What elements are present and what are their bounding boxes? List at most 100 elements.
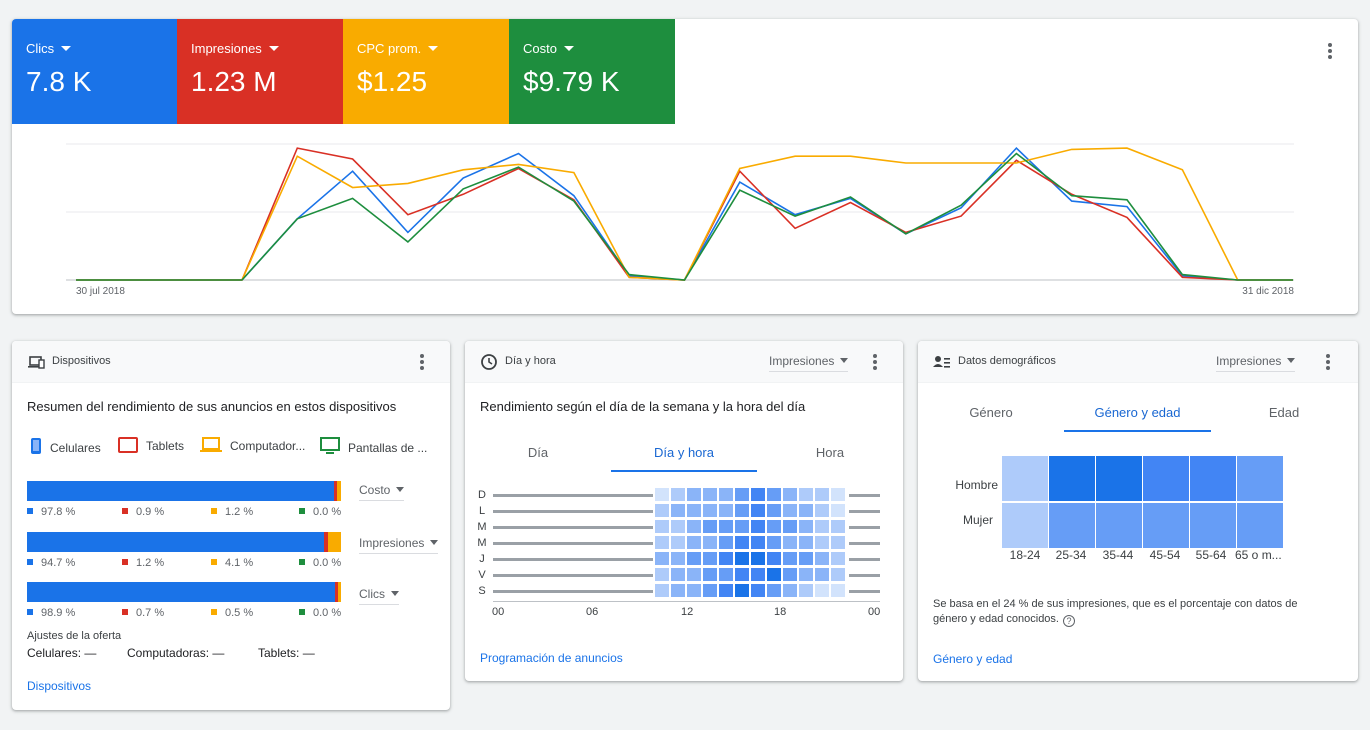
heatmap-cell[interactable] <box>799 504 813 517</box>
heatmap-cell[interactable] <box>719 568 733 581</box>
heatmap-cell[interactable] <box>767 488 781 501</box>
heatmap-cell[interactable] <box>671 568 685 581</box>
metric-tile-cpc[interactable]: CPC prom. $1.25 <box>343 19 509 124</box>
metric-dropdown[interactable]: Impresiones <box>769 354 849 372</box>
heatmap-cell[interactable] <box>767 568 781 581</box>
heatmap-cell[interactable] <box>735 536 749 549</box>
heatmap-cell[interactable] <box>719 536 733 549</box>
metric-dropdown[interactable]: Impresiones <box>1216 354 1296 372</box>
heatmap-cell[interactable] <box>735 520 749 533</box>
heatmap-cell[interactable] <box>831 536 845 549</box>
heatmap-cell[interactable] <box>671 504 685 517</box>
heatmap-cell[interactable] <box>815 584 829 597</box>
heatmap-cell[interactable] <box>815 536 829 549</box>
heatmap-cell[interactable] <box>799 552 813 565</box>
heatmap-cell[interactable] <box>751 584 765 597</box>
help-icon[interactable]: ? <box>1062 615 1075 627</box>
heatmap-cell[interactable] <box>655 520 669 533</box>
heatmap-cell[interactable] <box>831 488 845 501</box>
heatmap-cell[interactable] <box>1237 503 1283 548</box>
metric-label[interactable]: Costo <box>523 41 574 56</box>
heatmap-cell[interactable] <box>1002 456 1048 501</box>
heatmap-cell[interactable] <box>1143 456 1189 501</box>
heatmap-cell[interactable] <box>655 488 669 501</box>
heatmap-cell[interactable] <box>767 552 781 565</box>
heatmap-cell[interactable] <box>687 504 701 517</box>
tab-dia-y-hora[interactable]: Día y hora <box>611 445 757 472</box>
heatmap-cell[interactable] <box>719 552 733 565</box>
heatmap-cell[interactable] <box>783 568 797 581</box>
heatmap-cell[interactable] <box>655 568 669 581</box>
heatmap-cell[interactable] <box>783 536 797 549</box>
heatmap-cell[interactable] <box>831 552 845 565</box>
heatmap-cell[interactable] <box>1049 456 1095 501</box>
metric-tile-clics[interactable]: Clics 7.8 K <box>12 19 178 124</box>
heatmap-cell[interactable] <box>687 552 701 565</box>
heatmap-cell[interactable] <box>719 504 733 517</box>
heatmap-cell[interactable] <box>719 584 733 597</box>
metric-dropdown-impresiones[interactable]: Impresiones <box>359 536 439 554</box>
heatmap-cell[interactable] <box>1002 503 1048 548</box>
heatmap-cell[interactable] <box>831 568 845 581</box>
heatmap-cell[interactable] <box>655 584 669 597</box>
heatmap-cell[interactable] <box>687 584 701 597</box>
heatmap-cell[interactable] <box>687 536 701 549</box>
heatmap-cell[interactable] <box>799 568 813 581</box>
more-options-icon[interactable] <box>1316 350 1340 374</box>
heatmap-cell[interactable] <box>815 520 829 533</box>
heatmap-cell[interactable] <box>831 584 845 597</box>
heatmap-cell[interactable] <box>799 520 813 533</box>
heatmap-cell[interactable] <box>1190 503 1236 548</box>
heatmap-cell[interactable] <box>703 536 717 549</box>
heatmap-cell[interactable] <box>735 504 749 517</box>
heatmap-cell[interactable] <box>1096 456 1142 501</box>
more-options-icon[interactable] <box>1318 39 1342 63</box>
more-options-icon[interactable] <box>410 350 434 374</box>
heatmap-cell[interactable] <box>703 552 717 565</box>
heatmap-cell[interactable] <box>671 552 685 565</box>
heatmap-cell[interactable] <box>1237 456 1283 501</box>
heatmap-cell[interactable] <box>783 584 797 597</box>
heatmap-cell[interactable] <box>703 488 717 501</box>
tab-dia[interactable]: Día <box>527 445 549 460</box>
heatmap-cell[interactable] <box>751 552 765 565</box>
heatmap-cell[interactable] <box>799 584 813 597</box>
heatmap-cell[interactable] <box>703 568 717 581</box>
metric-label[interactable]: Clics <box>26 41 71 56</box>
heatmap-cell[interactable] <box>751 488 765 501</box>
heatmap-cell[interactable] <box>815 488 829 501</box>
heatmap-cell[interactable] <box>687 568 701 581</box>
heatmap-cell[interactable] <box>671 584 685 597</box>
heatmap-cell[interactable] <box>655 552 669 565</box>
heatmap-cell[interactable] <box>799 536 813 549</box>
heatmap-cell[interactable] <box>703 584 717 597</box>
heatmap-cell[interactable] <box>719 488 733 501</box>
heatmap-cell[interactable] <box>1049 503 1095 548</box>
heatmap-cell[interactable] <box>767 504 781 517</box>
heatmap-cell[interactable] <box>751 504 765 517</box>
heatmap-cell[interactable] <box>671 488 685 501</box>
heatmap-cell[interactable] <box>687 488 701 501</box>
heatmap-cell[interactable] <box>783 488 797 501</box>
heatmap-cell[interactable] <box>655 536 669 549</box>
heatmap-cell[interactable] <box>751 520 765 533</box>
heatmap-cell[interactable] <box>783 552 797 565</box>
heatmap-cell[interactable] <box>687 520 701 533</box>
heatmap-cell[interactable] <box>815 568 829 581</box>
metric-tile-impresiones[interactable]: Impresiones 1.23 M <box>177 19 343 124</box>
heatmap-cell[interactable] <box>703 520 717 533</box>
heatmap-cell[interactable] <box>671 536 685 549</box>
metric-dropdown-costo[interactable]: Costo <box>359 483 405 501</box>
heatmap-cell[interactable] <box>751 568 765 581</box>
heatmap-cell[interactable] <box>719 520 733 533</box>
heatmap-cell[interactable] <box>767 584 781 597</box>
heatmap-cell[interactable] <box>831 520 845 533</box>
metric-label[interactable]: Impresiones <box>191 41 279 56</box>
tab-genero[interactable]: Género <box>969 405 1013 420</box>
heatmap-cell[interactable] <box>655 504 669 517</box>
heatmap-cell[interactable] <box>783 520 797 533</box>
tab-hora[interactable]: Hora <box>815 445 845 460</box>
metric-tile-costo[interactable]: Costo $9.79 K <box>509 19 675 124</box>
tab-edad[interactable]: Edad <box>1268 405 1300 420</box>
heatmap-cell[interactable] <box>735 488 749 501</box>
